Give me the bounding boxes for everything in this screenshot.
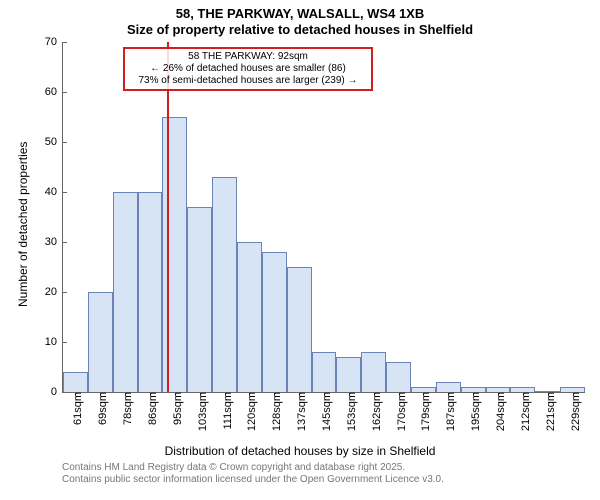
x-tick-label: 187sqm <box>439 392 457 431</box>
histogram-bar <box>312 352 337 392</box>
y-tick-label: 20 <box>45 286 63 298</box>
x-tick-label: 86sqm <box>141 392 159 425</box>
x-tick-label: 204sqm <box>489 392 507 431</box>
x-tick-label: 195sqm <box>464 392 482 431</box>
x-tick-label: 103sqm <box>191 392 209 431</box>
y-tick-label: 40 <box>45 186 63 198</box>
x-tick-label: 128sqm <box>265 392 283 431</box>
histogram-bar <box>212 177 237 392</box>
annotation-line: ← 26% of detached houses are smaller (86… <box>129 63 367 75</box>
histogram-bar <box>336 357 361 392</box>
annotation-line: 73% of semi-detached houses are larger (… <box>129 75 367 87</box>
x-tick-label: 95sqm <box>166 392 184 425</box>
x-tick-label: 153sqm <box>340 392 358 431</box>
x-tick-label: 69sqm <box>91 392 109 425</box>
x-tick-label: 221sqm <box>539 392 557 431</box>
histogram-bar <box>262 252 287 392</box>
histogram-bar <box>386 362 411 392</box>
histogram-bar <box>361 352 386 392</box>
chart-plot-area: 01020304050607061sqm69sqm78sqm86sqm95sqm… <box>62 42 585 393</box>
annotation-box: 58 THE PARKWAY: 92sqm← 26% of detached h… <box>123 47 373 91</box>
histogram-bar <box>237 242 262 392</box>
x-tick-label: 229sqm <box>564 392 582 431</box>
histogram-bar <box>63 372 88 392</box>
histogram-bar <box>187 207 212 392</box>
chart-title-line1: 58, THE PARKWAY, WALSALL, WS4 1XB <box>0 6 600 21</box>
y-tick-label: 50 <box>45 136 63 148</box>
x-tick-label: 162sqm <box>365 392 383 431</box>
y-tick-label: 10 <box>45 336 63 348</box>
x-tick-label: 120sqm <box>240 392 258 431</box>
attribution-line2: Contains public sector information licen… <box>62 474 444 486</box>
x-tick-label: 78sqm <box>116 392 134 425</box>
x-tick-label: 212sqm <box>514 392 532 431</box>
y-tick-label: 70 <box>45 36 63 48</box>
x-tick-label: 179sqm <box>414 392 432 431</box>
x-tick-label: 61sqm <box>66 392 84 425</box>
x-axis-label: Distribution of detached houses by size … <box>0 444 600 458</box>
histogram-bar <box>138 192 163 392</box>
reference-line <box>167 42 169 392</box>
histogram-bar <box>287 267 312 392</box>
histogram-bar <box>113 192 138 392</box>
attribution-line1: Contains HM Land Registry data © Crown c… <box>62 462 444 474</box>
annotation-line: 58 THE PARKWAY: 92sqm <box>129 51 367 63</box>
x-tick-label: 111sqm <box>216 392 234 430</box>
y-axis-label: Number of detached properties <box>16 142 30 307</box>
histogram-bar <box>88 292 113 392</box>
y-tick-label: 30 <box>45 236 63 248</box>
attribution-text: Contains HM Land Registry data © Crown c… <box>62 462 444 486</box>
x-tick-label: 137sqm <box>290 392 308 431</box>
x-tick-label: 145sqm <box>315 392 333 431</box>
histogram-bar <box>436 382 461 392</box>
y-tick-label: 60 <box>45 86 63 98</box>
x-tick-label: 170sqm <box>390 392 408 431</box>
y-tick-label: 0 <box>51 386 63 398</box>
chart-title-line2: Size of property relative to detached ho… <box>0 22 600 37</box>
